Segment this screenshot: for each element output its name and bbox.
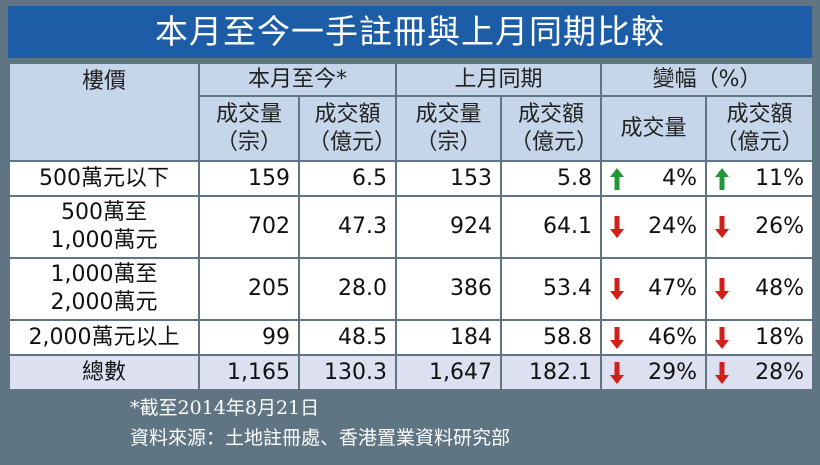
cell: 205: [198, 257, 300, 321]
header-label: 樓價: [8, 62, 200, 162]
row-label: 2,000萬元以上: [8, 319, 200, 356]
cell: 1,165: [198, 354, 300, 391]
trend-arrow: [610, 326, 625, 349]
change-cell: 46%: [600, 319, 708, 356]
cell: 159: [198, 160, 300, 197]
row-label: 500萬至 1,000萬元: [8, 195, 200, 259]
change-cell: 18%: [705, 319, 815, 356]
change-text: 46%: [648, 324, 698, 350]
table-row: 1,000萬至 2,000萬元 205 28.0 386 53.4 47% 48%: [8, 257, 815, 321]
trend-arrow: [715, 216, 730, 238]
cell: 48.5: [297, 319, 398, 356]
cell-line: 成交量: [620, 115, 687, 141]
footnote: 資料來源：土地註冊處、香港置業資料研究部: [130, 427, 511, 449]
header-group: 上月同期: [395, 62, 603, 97]
cell-line: （宗）: [215, 129, 282, 155]
change-text: 29%: [648, 359, 698, 385]
row-label: 總數: [8, 354, 200, 391]
change-cell: 29%: [600, 354, 708, 391]
cell-line: （億元）: [308, 129, 397, 155]
trend-arrow: [610, 278, 625, 300]
trend-arrow: [715, 326, 730, 349]
cell: 5.8: [500, 160, 603, 197]
cell-line: 500萬至: [61, 200, 147, 225]
change-text: 28%: [755, 359, 805, 385]
cell-line: 成交額: [314, 101, 381, 127]
header-group: 本月至今*: [197, 62, 398, 97]
trend-arrow: [715, 167, 730, 190]
trend-arrow: [610, 216, 625, 238]
footnote: *截至2014年8月21日: [130, 397, 320, 419]
cell-line: 總數: [81, 359, 126, 385]
cell: 924: [395, 195, 503, 259]
change-cell: 11%: [705, 160, 815, 197]
cell-line: 成交量: [215, 101, 282, 127]
cell: 153: [395, 160, 503, 197]
cell-line: （億元）: [510, 129, 599, 155]
cell: 99: [198, 319, 300, 356]
cell: 386: [395, 257, 503, 321]
cell: 6.5: [297, 160, 398, 197]
table-row: 500萬元以下 159 6.5 153 5.8 4% 11%: [8, 160, 815, 197]
header-column: 成交額 （億元）: [500, 95, 603, 162]
header-column: 成交量 （宗）: [198, 95, 300, 162]
table-row: 2,000萬元以上 99 48.5 184 58.8 46% 18%: [8, 319, 815, 356]
change-text: 26%: [755, 214, 805, 239]
cell: 184: [395, 319, 503, 356]
cell-line: （億元）: [715, 129, 804, 155]
cell-line: 成交額: [518, 101, 585, 127]
cell: 130.3: [297, 354, 398, 391]
trend-arrow: [715, 361, 730, 384]
header-row: 樓價 本月至今* 上月同期 變幅（%）: [8, 62, 815, 162]
title: 本月至今一手註冊與上月同期比較: [8, 6, 812, 58]
change-cell: 26%: [705, 195, 815, 259]
cell: 702: [198, 195, 300, 259]
change-text: 11%: [755, 165, 805, 191]
table-row: 500萬至 1,000萬元 702 47.3 924 64.1 24% 26%: [8, 195, 815, 259]
header-group: 變幅（%）: [600, 62, 815, 97]
change-text: 4%: [662, 165, 698, 191]
change-text: 47%: [648, 276, 698, 301]
header-column: 成交額 （億元）: [705, 95, 815, 162]
cell: 64.1: [500, 195, 603, 259]
change-text: 48%: [755, 276, 805, 301]
cell: 58.8: [500, 319, 603, 356]
cell-line: 1,000萬至: [50, 262, 158, 287]
cell-line: 2,000萬元以上: [28, 324, 180, 350]
cell: 53.4: [500, 257, 603, 321]
table-row: 總數 1,165 130.3 1,647 182.1 29% 28%: [8, 354, 815, 391]
cell-line: 1,000萬元: [50, 228, 158, 253]
change-text: 18%: [755, 324, 805, 350]
change-cell: 48%: [705, 257, 815, 321]
row-label: 500萬元以下: [8, 160, 200, 197]
header-row: 成交量 （宗） 成交額 （億元） 成交量 （宗） 成交額 （億元） 成交量 成交額 （億元）: [9, 95, 815, 162]
cell: 47.3: [297, 195, 398, 259]
change-cell: 4%: [600, 160, 708, 197]
change-cell: 24%: [600, 195, 708, 259]
cell-line: 2,000萬元: [50, 290, 158, 315]
row-label: 1,000萬至 2,000萬元: [8, 257, 200, 321]
trend-arrow: [715, 278, 730, 300]
change-text: 24%: [648, 214, 698, 239]
cell-line: 成交量: [415, 101, 482, 127]
trend-arrow: [610, 167, 625, 190]
cell: 182.1: [500, 354, 603, 391]
footnotes: *截至2014年8月21日資料來源：土地註冊處、香港置業資料研究部: [130, 393, 510, 453]
change-cell: 28%: [705, 354, 815, 391]
trend-arrow: [610, 361, 625, 384]
cell-line: 成交額: [726, 101, 793, 127]
header-column: 成交量 （宗）: [395, 95, 503, 162]
header-column: 成交額 （億元）: [297, 95, 398, 162]
cell: 28.0: [297, 257, 398, 321]
header-column: 成交量: [600, 95, 708, 162]
cell-line: （宗）: [415, 129, 482, 155]
cell-line: 500萬元以下: [39, 165, 169, 191]
cell: 1,647: [395, 354, 503, 391]
table: 樓價 本月至今* 上月同期 變幅（%） 成交量 （宗） 成交額 （億元） 成交量 （宗） 成交額 （億…: [8, 62, 815, 391]
change-cell: 47%: [600, 257, 708, 321]
